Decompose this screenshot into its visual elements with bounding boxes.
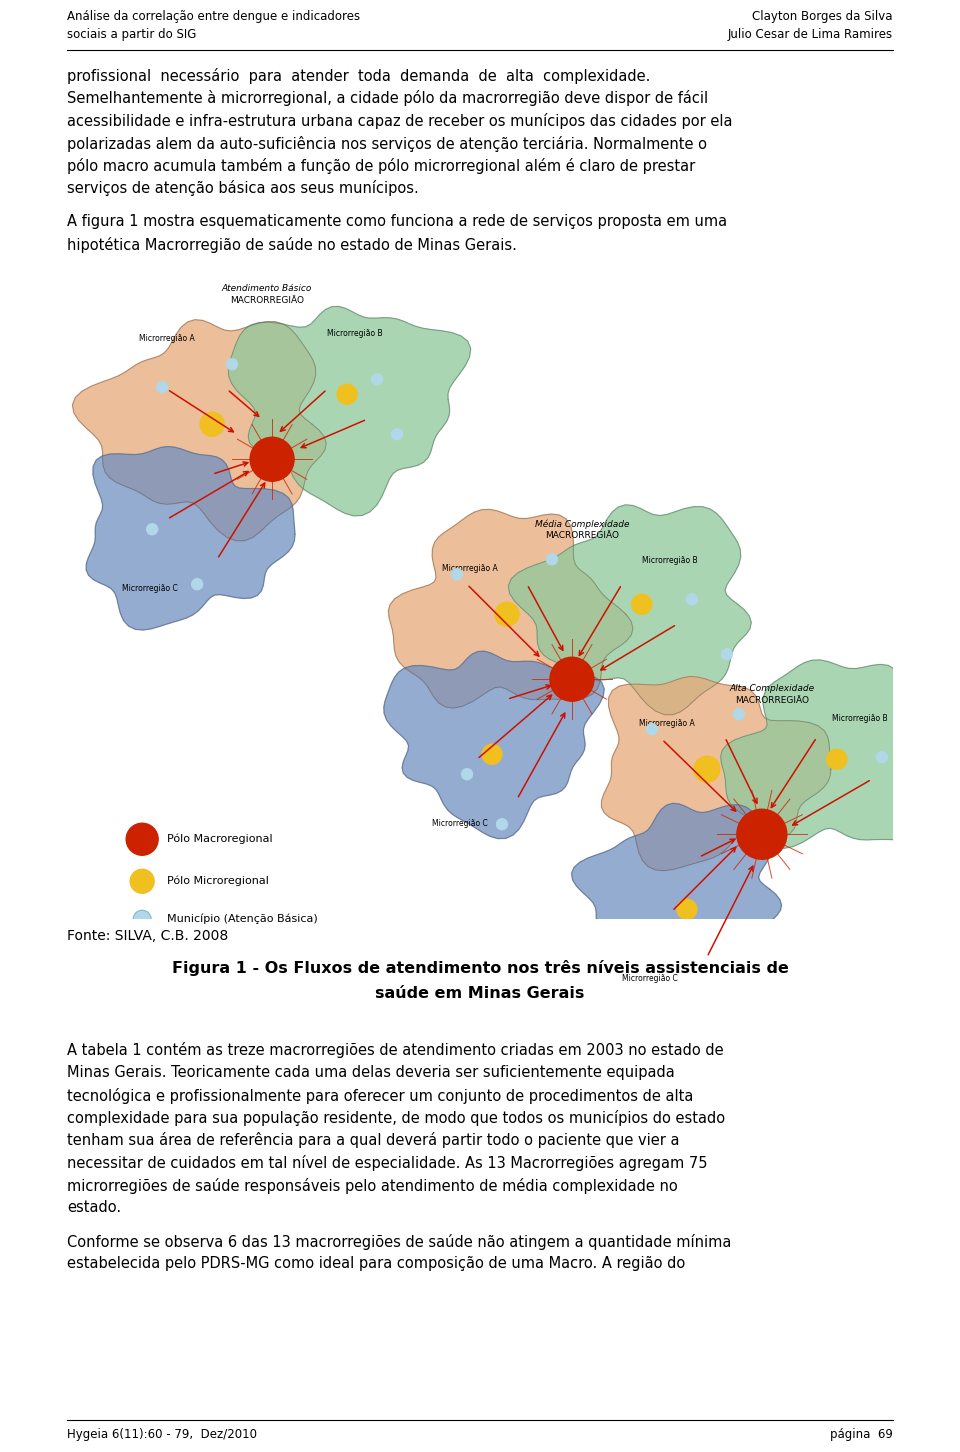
Text: Fonte: SILVA, C.B. 2008: Fonte: SILVA, C.B. 2008: [67, 929, 228, 944]
Circle shape: [200, 412, 224, 436]
Polygon shape: [86, 447, 295, 630]
Circle shape: [227, 359, 238, 370]
Text: A figura 1 mostra esquematicamente como funciona a rede de serviços proposta em : A figura 1 mostra esquematicamente como …: [67, 215, 727, 229]
Circle shape: [677, 899, 697, 919]
Text: pólo macro acumula também a função de pólo microrregional além é claro de presta: pólo macro acumula também a função de pó…: [67, 158, 695, 174]
Text: Julio Cesar de Lima Ramires: Julio Cesar de Lima Ramires: [728, 28, 893, 41]
Text: Análise da correlação entre dengue e indicadores: Análise da correlação entre dengue e ind…: [67, 10, 360, 23]
Text: MACRORREGIÃO: MACRORREGIÃO: [230, 296, 304, 305]
Circle shape: [827, 749, 847, 770]
Text: Conforme se observa 6 das 13 macrorregiões de saúde não atingem a quantidade mín: Conforme se observa 6 das 13 macrorregiõ…: [67, 1234, 732, 1250]
Text: Figura 1 - Os Fluxos de atendimento nos três níveis assistenciais de: Figura 1 - Os Fluxos de atendimento nos …: [172, 960, 788, 976]
Text: Atendimento Básico: Atendimento Básico: [222, 285, 312, 293]
Circle shape: [686, 971, 697, 983]
Text: tecnológica e profissionalmente para oferecer um conjunto de procedimentos de al: tecnológica e profissionalmente para ofe…: [67, 1088, 693, 1104]
Circle shape: [126, 823, 158, 855]
Circle shape: [192, 579, 203, 590]
Polygon shape: [571, 803, 781, 984]
Text: Minas Gerais. Teoricamente cada uma delas deveria ser suficientemente equipada: Minas Gerais. Teoricamente cada uma dela…: [67, 1064, 675, 1080]
Circle shape: [131, 870, 155, 893]
Circle shape: [496, 819, 508, 829]
Circle shape: [721, 649, 732, 659]
Polygon shape: [721, 659, 960, 848]
Text: Microrregião C: Microrregião C: [622, 974, 678, 983]
Circle shape: [251, 437, 294, 481]
Text: Pólo Macroregional: Pólo Macroregional: [167, 833, 273, 845]
Text: Média Complexidade: Média Complexidade: [535, 520, 629, 529]
Text: Microrregião B: Microrregião B: [642, 556, 698, 565]
Text: estabelecida pelo PDRS-MG como ideal para composição de uma Macro. A região do: estabelecida pelo PDRS-MG como ideal par…: [67, 1256, 685, 1272]
Text: Microrregião C: Microrregião C: [122, 584, 178, 594]
Circle shape: [911, 809, 923, 820]
Text: Alta Complexidade: Alta Complexidade: [730, 684, 814, 693]
Text: Semelhantemente à microrregional, a cidade pólo da macrorregião deve dispor de f: Semelhantemente à microrregional, a cida…: [67, 90, 708, 106]
Circle shape: [694, 756, 720, 783]
Circle shape: [550, 658, 594, 701]
Text: complexidade para sua população residente, de modo que todos os municípios do es: complexidade para sua população resident…: [67, 1109, 725, 1125]
Text: polarizadas alem da auto-suficiência nos serviços de atenção terciária. Normalme: polarizadas alem da auto-suficiência nos…: [67, 135, 707, 151]
Text: serviços de atenção básica aos seus munícipos.: serviços de atenção básica aos seus muní…: [67, 180, 419, 196]
Circle shape: [133, 910, 151, 928]
Text: página  69: página 69: [830, 1427, 893, 1440]
Text: Pólo Microregional: Pólo Microregional: [167, 876, 269, 887]
Polygon shape: [602, 677, 830, 871]
Text: MACRORREGIÃO: MACRORREGIÃO: [545, 531, 619, 540]
Text: Microrregião B: Microrregião B: [327, 330, 383, 338]
Circle shape: [482, 745, 502, 764]
Text: Microrregião A: Microrregião A: [639, 719, 695, 729]
Text: Microrregião A: Microrregião A: [442, 565, 498, 574]
Polygon shape: [228, 306, 470, 515]
Text: Clayton Borges da Silva: Clayton Borges da Silva: [753, 10, 893, 23]
Text: microrregiões de saúde responsáveis pelo atendimento de média complexidade no: microrregiões de saúde responsáveis pelo…: [67, 1178, 678, 1194]
Text: sociais a partir do SIG: sociais a partir do SIG: [67, 28, 197, 41]
Circle shape: [372, 373, 382, 385]
Text: acessibilidade e infra-estrutura urbana capaz de receber os munícipos das cidade: acessibilidade e infra-estrutura urbana …: [67, 113, 732, 129]
Circle shape: [495, 603, 519, 626]
Text: Microrregião C: Microrregião C: [432, 819, 488, 828]
Circle shape: [686, 594, 697, 604]
Text: Microrregião B: Microrregião B: [831, 714, 887, 723]
Circle shape: [462, 768, 472, 780]
Text: profissional  necessário  para  atender  toda  demanda  de  alta  complexidade.: profissional necessário para atender tod…: [67, 68, 650, 84]
Polygon shape: [384, 650, 604, 839]
Text: hipotética Macrorregião de saúde no estado de Minas Gerais.: hipotética Macrorregião de saúde no esta…: [67, 237, 516, 253]
Circle shape: [451, 569, 463, 579]
Polygon shape: [509, 505, 752, 714]
Text: Município (Atenção Básica): Município (Atenção Básica): [167, 913, 318, 925]
Circle shape: [646, 723, 658, 735]
Circle shape: [156, 382, 168, 392]
Circle shape: [737, 809, 787, 860]
Circle shape: [546, 553, 558, 565]
Polygon shape: [389, 510, 633, 709]
Text: A tabela 1 contém as treze macrorregiões de atendimento criadas em 2003 no estad: A tabela 1 contém as treze macrorregiões…: [67, 1043, 724, 1059]
Text: Microrregião A: Microrregião A: [139, 334, 195, 343]
Text: estado.: estado.: [67, 1199, 121, 1215]
Text: MACRORREGIÃO: MACRORREGIÃO: [734, 697, 809, 706]
Circle shape: [392, 428, 402, 440]
Text: saúde em Minas Gerais: saúde em Minas Gerais: [375, 986, 585, 1002]
Text: Hygeia 6(11):60 - 79,  Dez/2010: Hygeia 6(11):60 - 79, Dez/2010: [67, 1427, 257, 1440]
Circle shape: [876, 752, 887, 762]
Circle shape: [147, 524, 157, 534]
Circle shape: [733, 709, 744, 720]
Polygon shape: [72, 319, 326, 540]
Text: tenham sua área de referência para a qual deverá partir todo o paciente que vier: tenham sua área de referência para a qua…: [67, 1133, 680, 1149]
Circle shape: [654, 922, 664, 932]
Circle shape: [632, 594, 652, 614]
Circle shape: [337, 385, 357, 404]
Text: necessitar de cuidados em tal nível de especialidade. As 13 Macrorregiões agrega: necessitar de cuidados em tal nível de e…: [67, 1154, 708, 1170]
